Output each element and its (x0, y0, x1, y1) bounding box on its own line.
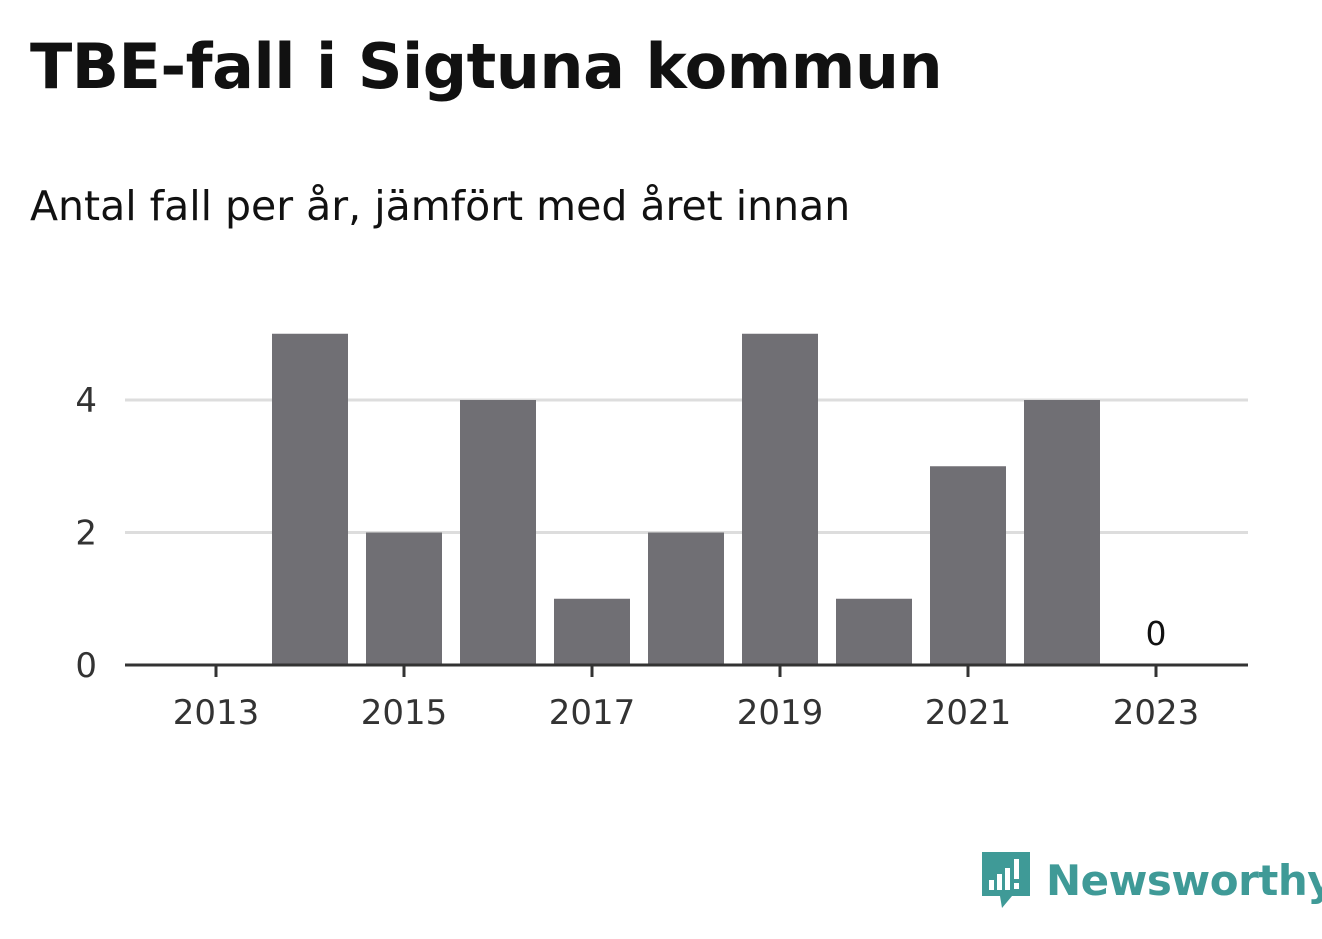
bar-2022 (1024, 400, 1100, 665)
y-tick-label: 2 (75, 514, 97, 554)
newsworthy-logo-icon (982, 852, 1030, 908)
bar-2019 (742, 333, 818, 665)
bar-2018 (648, 532, 724, 665)
x-tick-label: 2013 (173, 693, 260, 733)
x-tick-label: 2023 (1113, 693, 1200, 733)
chart-title: TBE-fall i Sigtuna kommun (30, 30, 943, 103)
y-tick-label: 0 (75, 646, 97, 686)
bar-2014 (272, 333, 348, 665)
y-tick-label: 4 (75, 381, 97, 421)
y-axis-ticks: 0 2 4 (75, 381, 97, 686)
bar-chart: 0 2 4 2013 2015 2017 2019 2021 2023 0 (75, 333, 1248, 733)
bar-2017 (554, 598, 630, 665)
bar-2021 (930, 466, 1006, 665)
x-tick-label: 2019 (737, 693, 824, 733)
x-tick-label: 2015 (361, 693, 448, 733)
x-tick-label: 2017 (549, 693, 636, 733)
x-tick-label: 2021 (925, 693, 1012, 733)
bar-2015 (366, 532, 442, 665)
brand-name: Newsworthy (1046, 855, 1322, 905)
bar-2020 (836, 598, 912, 665)
x-axis-ticks: 2013 2015 2017 2019 2021 2023 (173, 665, 1200, 733)
bar-2016 (460, 400, 536, 665)
chart-subtitle: Antal fall per år, jämfört med året inna… (30, 182, 851, 230)
brand-logo: Newsworthy (980, 850, 1322, 910)
data-label: 0 (1146, 614, 1167, 653)
data-labels: 0 (1146, 614, 1167, 653)
bars (272, 333, 1100, 665)
